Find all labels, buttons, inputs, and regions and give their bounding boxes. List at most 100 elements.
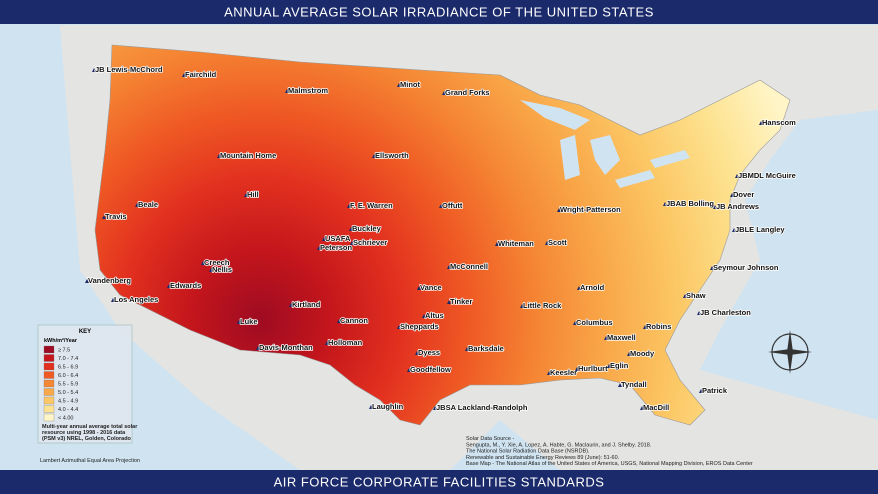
legend-label: < 4.00 [58, 416, 73, 422]
base-label: Davis-Monthan [259, 343, 313, 352]
base-marker [422, 314, 426, 318]
base-marker [289, 303, 293, 307]
base-label: Peterson [320, 243, 353, 252]
base-marker [417, 286, 421, 290]
base-label: Holloman [328, 338, 363, 347]
base-label: Malmstrom [288, 86, 328, 95]
base-marker [575, 367, 579, 371]
base-label: Dyess [418, 348, 440, 357]
legend-label: 4.5 - 4.9 [58, 399, 78, 405]
base-marker [447, 265, 451, 269]
base-label: Hurlburt [578, 364, 608, 373]
base-label: Hanscom [762, 118, 796, 127]
base-label: Patrick [702, 386, 728, 395]
base-marker [85, 279, 89, 283]
base-label: Goodfellow [410, 365, 451, 374]
legend-title: KEY [79, 329, 91, 335]
base-label: Luke [240, 317, 258, 326]
header-bar [0, 0, 878, 24]
base-marker [730, 193, 734, 197]
base-label: MacDill [643, 403, 669, 412]
base-marker [577, 286, 581, 290]
base-marker [627, 352, 631, 356]
base-label: Laughlin [372, 402, 404, 411]
base-label: Dover [733, 190, 754, 199]
base-label: Hill [247, 190, 259, 199]
base-label: Beale [138, 200, 158, 209]
base-marker [663, 202, 667, 206]
base-marker [397, 83, 401, 87]
base-marker [547, 371, 551, 375]
great-lakes [520, 100, 690, 188]
base-label: JBAB Bolling [666, 199, 714, 208]
us-solar-map [94, 44, 791, 426]
base-marker [683, 294, 687, 298]
base-label: Cannon [340, 316, 368, 325]
base-label: McConnell [450, 262, 488, 271]
base-marker [557, 208, 561, 212]
source-line: Solar Data Source - [466, 436, 514, 442]
base-marker [347, 204, 351, 208]
base-marker [244, 193, 248, 197]
base-label: Los Angeles [114, 295, 158, 304]
legend-swatch [43, 396, 55, 405]
base-marker [135, 203, 139, 207]
base-label: Shaw [686, 291, 706, 300]
base-label: Fairchild [185, 70, 217, 79]
base-marker [182, 73, 186, 77]
base-label: Keesler [550, 368, 577, 377]
base-marker [102, 215, 106, 219]
base-marker [713, 205, 717, 209]
base-marker [325, 341, 329, 345]
base-marker [317, 246, 321, 250]
legend-swatch [43, 405, 55, 413]
base-marker [256, 346, 260, 350]
base-label: Scott [548, 238, 567, 247]
base-marker [735, 174, 739, 178]
base-label: Seymour Johnson [713, 263, 779, 272]
base-marker [573, 321, 577, 325]
legend-label: ≥ 7.5 [58, 348, 70, 354]
base-marker [415, 351, 419, 355]
legend-swatch [43, 345, 55, 354]
base-marker [201, 261, 205, 265]
base-label: Moody [630, 349, 655, 358]
base-marker [439, 204, 443, 208]
source-line: Renewable and Sustainable Energy Reviews… [466, 455, 620, 461]
base-label: Ellsworth [375, 151, 409, 160]
base-marker [495, 242, 499, 246]
legend-swatch [43, 379, 55, 388]
base-label: Little Rock [523, 301, 562, 310]
base-marker [350, 241, 354, 245]
base-label: JBLE Langley [735, 225, 785, 234]
base-label: Vance [420, 283, 442, 292]
legend-note: Multi-year annual average total solar [42, 424, 138, 430]
base-marker [209, 268, 213, 272]
base-label: Offutt [442, 201, 463, 210]
title: ANNUAL AVERAGE SOLAR IRRADIANCE OF THE U… [224, 4, 654, 19]
base-label: F. E. Warren [350, 201, 393, 210]
base-marker [710, 266, 714, 270]
legend-swatch [43, 354, 55, 362]
base-marker [640, 406, 644, 410]
legend-label: 5.5 - 5.9 [58, 382, 78, 388]
legend-note: (PSM v3) NREL, Golden, Colorado [42, 436, 132, 442]
base-marker [349, 227, 353, 231]
footer-bar [0, 470, 878, 494]
base-label: Grand Forks [445, 88, 490, 97]
legend-swatch [43, 413, 55, 422]
legend-swatch [43, 388, 55, 396]
base-label: JB Lewis-McChord [95, 65, 163, 74]
base-marker [465, 347, 469, 351]
legend-note: resource using 1998 - 2016 data [42, 430, 126, 436]
legend-swatch [43, 371, 55, 379]
base-marker [337, 319, 341, 323]
base-marker [433, 406, 437, 410]
base-label: Vandenberg [88, 276, 131, 285]
base-label: Minot [400, 80, 420, 89]
base-label: Kirtland [292, 300, 321, 309]
base-label: Robins [646, 322, 671, 331]
base-label: Columbus [576, 318, 613, 327]
base-marker [442, 91, 446, 95]
base-label: Schriever [353, 238, 387, 247]
